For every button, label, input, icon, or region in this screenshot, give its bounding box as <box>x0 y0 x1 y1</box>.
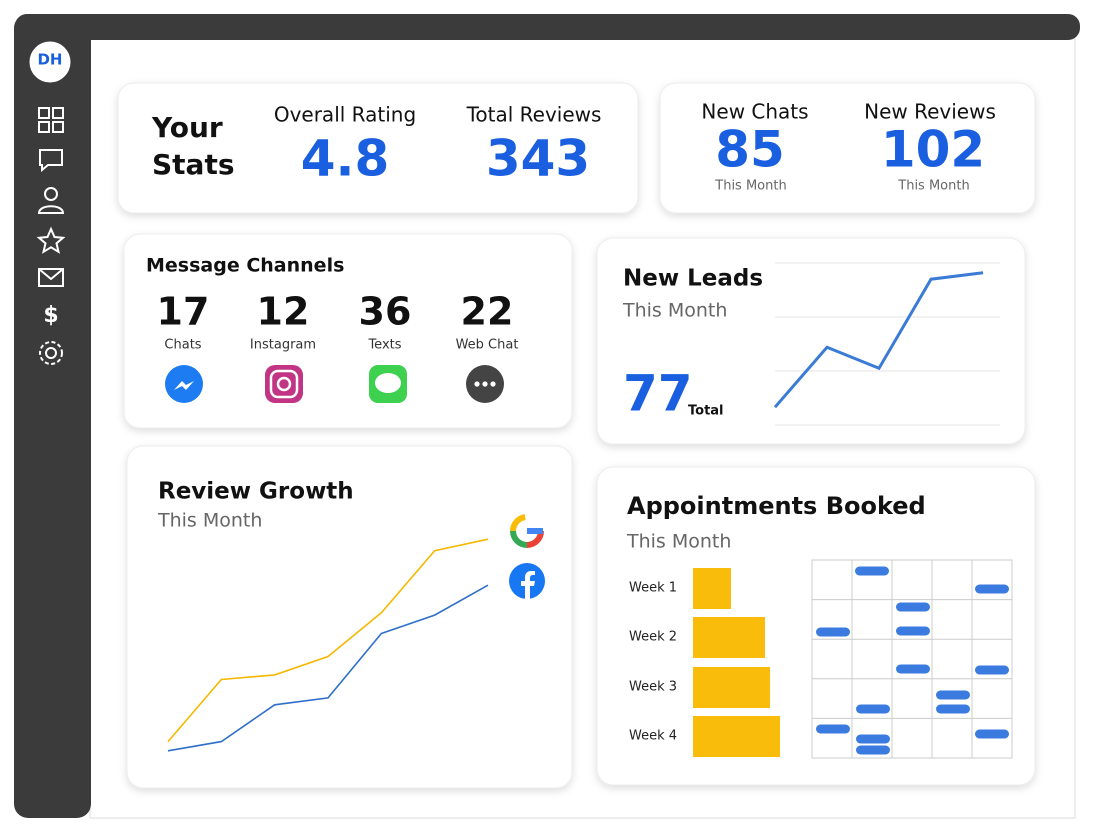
logo: DH <box>26 38 74 86</box>
appointment <box>896 664 930 674</box>
data-line <box>167 584 489 752</box>
bar <box>693 716 780 757</box>
stat-label: New Chats <box>701 100 808 124</box>
stat-label: Total Reviews <box>466 103 602 127</box>
appointment <box>855 566 889 576</box>
nav-reviews[interactable] <box>36 226 66 254</box>
channel-label: Texts <box>367 338 401 353</box>
nav-mail[interactable] <box>38 268 64 287</box>
instagram-glyph <box>276 376 292 392</box>
messenger-glyph <box>174 381 194 390</box>
appointment <box>816 627 850 637</box>
channels-title: Message Channels <box>146 255 344 277</box>
chart-title: Appointments Booked <box>627 492 926 520</box>
stat-note: This Month <box>897 179 969 194</box>
chart-subtitle: This Month <box>157 510 262 532</box>
chart-title: New Leads <box>623 266 763 292</box>
chart-subtitle: This Month <box>622 300 727 322</box>
stats-title: Your <box>151 111 223 144</box>
stats-title: Stats <box>152 148 235 181</box>
appointment <box>896 626 930 636</box>
top-bar <box>15 14 1080 40</box>
appointment <box>856 745 890 755</box>
bar <box>693 568 731 609</box>
appointment <box>936 690 970 700</box>
nav-settings[interactable] <box>39 341 63 365</box>
stat-label: New Reviews <box>864 100 996 124</box>
channel-label: Instagram <box>250 338 316 353</box>
nav-billing[interactable]: $ <box>43 303 58 328</box>
leads-card <box>596 237 1026 445</box>
stat-note: This Month <box>714 179 786 194</box>
appointment <box>975 584 1009 594</box>
bar <box>693 667 770 708</box>
stat-value: 4.8 <box>301 130 390 188</box>
stat-value: 85 <box>715 121 785 179</box>
appointment <box>975 665 1009 675</box>
calendar <box>811 559 1013 759</box>
stat-value: 102 <box>881 121 985 179</box>
instagram-glyph <box>269 369 299 399</box>
monthly-card <box>659 82 1036 214</box>
growth-card <box>126 445 573 789</box>
calendar-frame <box>811 559 1013 759</box>
appointment <box>856 704 890 714</box>
google-icon <box>510 514 544 548</box>
facebook-glyph <box>521 571 535 599</box>
channel-label: Web Chat <box>456 338 519 353</box>
leads-total-label: Total <box>688 404 724 419</box>
channel-count: 12 <box>257 290 310 334</box>
category-label: Week 2 <box>629 630 677 645</box>
data-line <box>773 271 984 409</box>
appointment <box>816 724 850 734</box>
nav-dashboard[interactable] <box>38 107 64 133</box>
stat-value: 343 <box>486 130 590 188</box>
bar <box>693 617 765 658</box>
channels-card <box>123 233 573 429</box>
leads-grid <box>775 262 1000 426</box>
instagram-icon <box>265 365 303 403</box>
channel-icons <box>165 365 504 403</box>
chart-subtitle: This Month <box>626 531 731 553</box>
nav-icons[interactable]: $ <box>36 107 66 365</box>
appointment <box>896 602 930 612</box>
sidebar <box>14 14 91 818</box>
channel-count: 22 <box>461 290 514 334</box>
leads-total: 77 <box>623 365 693 423</box>
appointment <box>975 729 1009 739</box>
appointment <box>936 704 970 714</box>
messages-glyph <box>375 373 401 393</box>
nav-user[interactable] <box>37 187 65 214</box>
data-line <box>167 538 489 743</box>
logo-text: DH <box>37 51 62 69</box>
nav-chat[interactable] <box>39 149 63 173</box>
category-label: Week 3 <box>629 680 677 695</box>
appointment <box>856 734 890 744</box>
chart-title: Review Growth <box>158 479 354 505</box>
stats-card <box>117 82 639 214</box>
channel-count: 36 <box>359 290 412 334</box>
stat-label: Overall Rating <box>274 103 416 127</box>
category-label: Week 4 <box>629 729 677 744</box>
category-label: Week 1 <box>629 581 677 596</box>
channel-label: Chats <box>164 338 201 353</box>
channel-count: 17 <box>157 290 210 334</box>
